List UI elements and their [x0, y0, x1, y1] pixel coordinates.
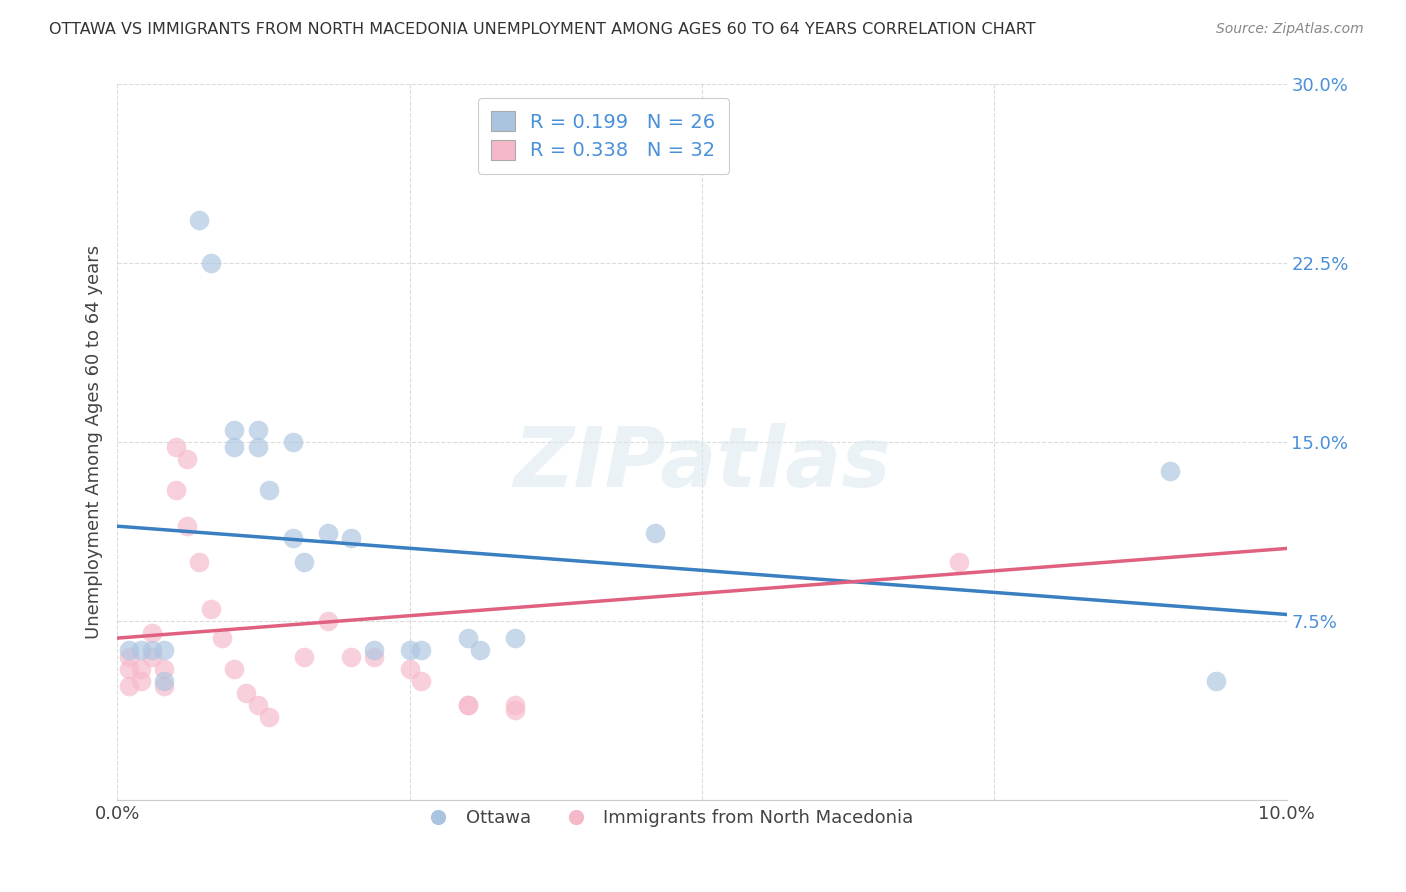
Point — [398, 662, 420, 676]
Point — [153, 673, 176, 688]
Point — [200, 256, 222, 270]
Point — [188, 555, 211, 569]
Point — [141, 650, 163, 665]
Point — [165, 440, 187, 454]
Legend: Ottawa, Immigrants from North Macedonia: Ottawa, Immigrants from North Macedonia — [413, 802, 921, 834]
Point — [527, 137, 550, 152]
Point — [188, 213, 211, 227]
Point — [141, 626, 163, 640]
Point — [257, 709, 280, 723]
Point — [129, 643, 152, 657]
Point — [411, 643, 433, 657]
Point — [118, 650, 141, 665]
Point — [316, 614, 339, 628]
Text: Source: ZipAtlas.com: Source: ZipAtlas.com — [1216, 22, 1364, 37]
Point — [644, 526, 666, 541]
Point — [457, 698, 479, 712]
Point — [176, 519, 198, 533]
Point — [363, 650, 385, 665]
Point — [457, 631, 479, 645]
Point — [224, 662, 246, 676]
Point — [200, 602, 222, 616]
Point — [211, 631, 233, 645]
Point — [246, 698, 269, 712]
Point — [153, 662, 176, 676]
Text: ZIPatlas: ZIPatlas — [513, 424, 891, 504]
Point — [141, 643, 163, 657]
Point — [129, 662, 152, 676]
Point — [292, 650, 315, 665]
Point — [281, 531, 304, 545]
Point — [153, 679, 176, 693]
Point — [468, 643, 491, 657]
Point — [246, 424, 269, 438]
Point — [257, 483, 280, 497]
Point — [457, 698, 479, 712]
Point — [118, 662, 141, 676]
Text: OTTAWA VS IMMIGRANTS FROM NORTH MACEDONIA UNEMPLOYMENT AMONG AGES 60 TO 64 YEARS: OTTAWA VS IMMIGRANTS FROM NORTH MACEDONI… — [49, 22, 1036, 37]
Point — [246, 440, 269, 454]
Point — [340, 531, 363, 545]
Point — [176, 452, 198, 467]
Point — [1159, 464, 1181, 478]
Y-axis label: Unemployment Among Ages 60 to 64 years: Unemployment Among Ages 60 to 64 years — [86, 245, 103, 640]
Point — [165, 483, 187, 497]
Point — [503, 631, 526, 645]
Point — [129, 673, 152, 688]
Point — [411, 673, 433, 688]
Point — [224, 424, 246, 438]
Point — [281, 435, 304, 450]
Point — [1205, 673, 1227, 688]
Point — [363, 643, 385, 657]
Point — [235, 686, 257, 700]
Point — [292, 555, 315, 569]
Point — [118, 643, 141, 657]
Point — [316, 526, 339, 541]
Point — [340, 650, 363, 665]
Point — [398, 643, 420, 657]
Point — [503, 698, 526, 712]
Point — [948, 555, 970, 569]
Point — [153, 643, 176, 657]
Point — [118, 679, 141, 693]
Point — [503, 702, 526, 716]
Point — [224, 440, 246, 454]
